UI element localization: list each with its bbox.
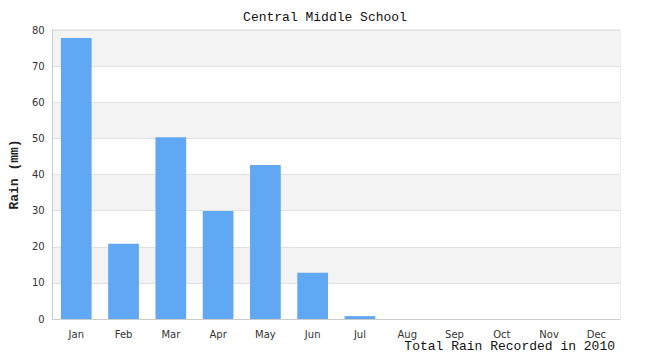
svg-text:50: 50 xyxy=(32,133,45,144)
svg-text:20: 20 xyxy=(32,241,45,252)
svg-text:Aug: Aug xyxy=(397,329,417,340)
svg-text:0: 0 xyxy=(38,314,44,325)
svg-text:Rain (mm): Rain (mm) xyxy=(7,139,22,209)
svg-text:10: 10 xyxy=(32,277,45,288)
svg-text:Jun: Jun xyxy=(304,329,321,340)
svg-text:Central Middle School: Central Middle School xyxy=(243,10,407,25)
svg-text:30: 30 xyxy=(32,205,45,216)
svg-text:May: May xyxy=(255,329,276,340)
svg-text:40: 40 xyxy=(32,169,45,180)
svg-text:Nov: Nov xyxy=(539,329,559,340)
svg-text:Apr: Apr xyxy=(209,329,227,340)
svg-text:60: 60 xyxy=(32,97,45,108)
svg-text:Sep: Sep xyxy=(445,329,464,340)
svg-text:Mar: Mar xyxy=(161,329,181,340)
svg-text:80: 80 xyxy=(32,25,45,36)
svg-text:Jan: Jan xyxy=(68,329,84,340)
svg-text:Dec: Dec xyxy=(587,329,606,340)
svg-text:70: 70 xyxy=(32,61,45,72)
svg-text:Jul: Jul xyxy=(353,329,366,340)
svg-text:Oct: Oct xyxy=(493,329,510,340)
svg-text:Feb: Feb xyxy=(115,329,133,340)
svg-text:Total Rain Recorded in 2010: Total Rain Recorded in 2010 xyxy=(404,339,615,354)
